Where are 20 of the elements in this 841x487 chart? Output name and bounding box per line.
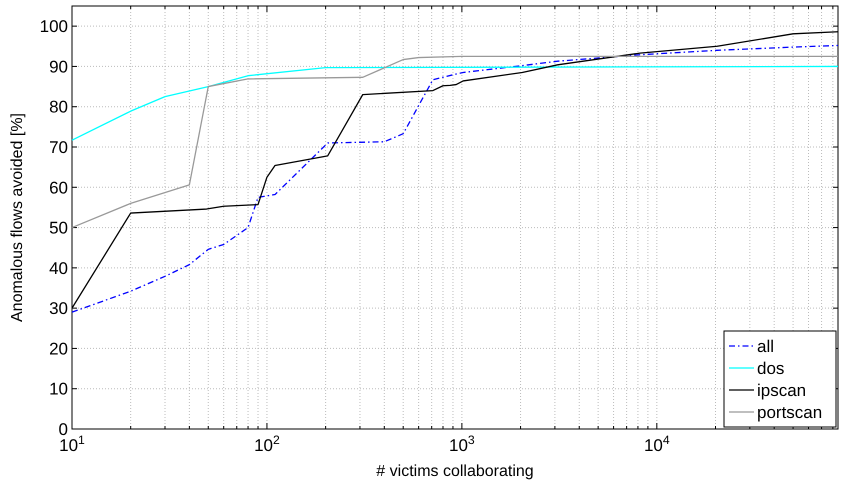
y-tick-label: 70 — [49, 138, 68, 157]
legend-label: dos — [757, 359, 784, 378]
y-tick-label: 50 — [49, 218, 68, 238]
y-tick-label: 80 — [49, 98, 68, 117]
y-tick-label: 20 — [49, 339, 68, 358]
legend-label: ipscan — [757, 381, 806, 400]
y-tick-label: 30 — [49, 299, 68, 318]
y-tick-label: 60 — [49, 178, 68, 198]
legend-label: all — [757, 337, 774, 356]
y-tick-label: 10 — [49, 380, 68, 399]
y-tick-label: 0 — [58, 420, 68, 439]
x-tick-label: 10$^{2}$ — [254, 433, 280, 455]
legend-label: portscan — [757, 403, 822, 422]
x-tick-label: 10$^{4}$ — [644, 433, 670, 455]
x-axis-title: # victims collaborating — [376, 463, 534, 480]
y-tick-label: 90 — [49, 57, 68, 76]
y-tick-label: 100 — [40, 17, 68, 36]
x-tick-label: 10$^{3}$ — [449, 433, 475, 455]
y-axis-title: Anomalous flows avoided [%] — [9, 113, 26, 322]
y-tick-label: 40 — [49, 258, 68, 278]
